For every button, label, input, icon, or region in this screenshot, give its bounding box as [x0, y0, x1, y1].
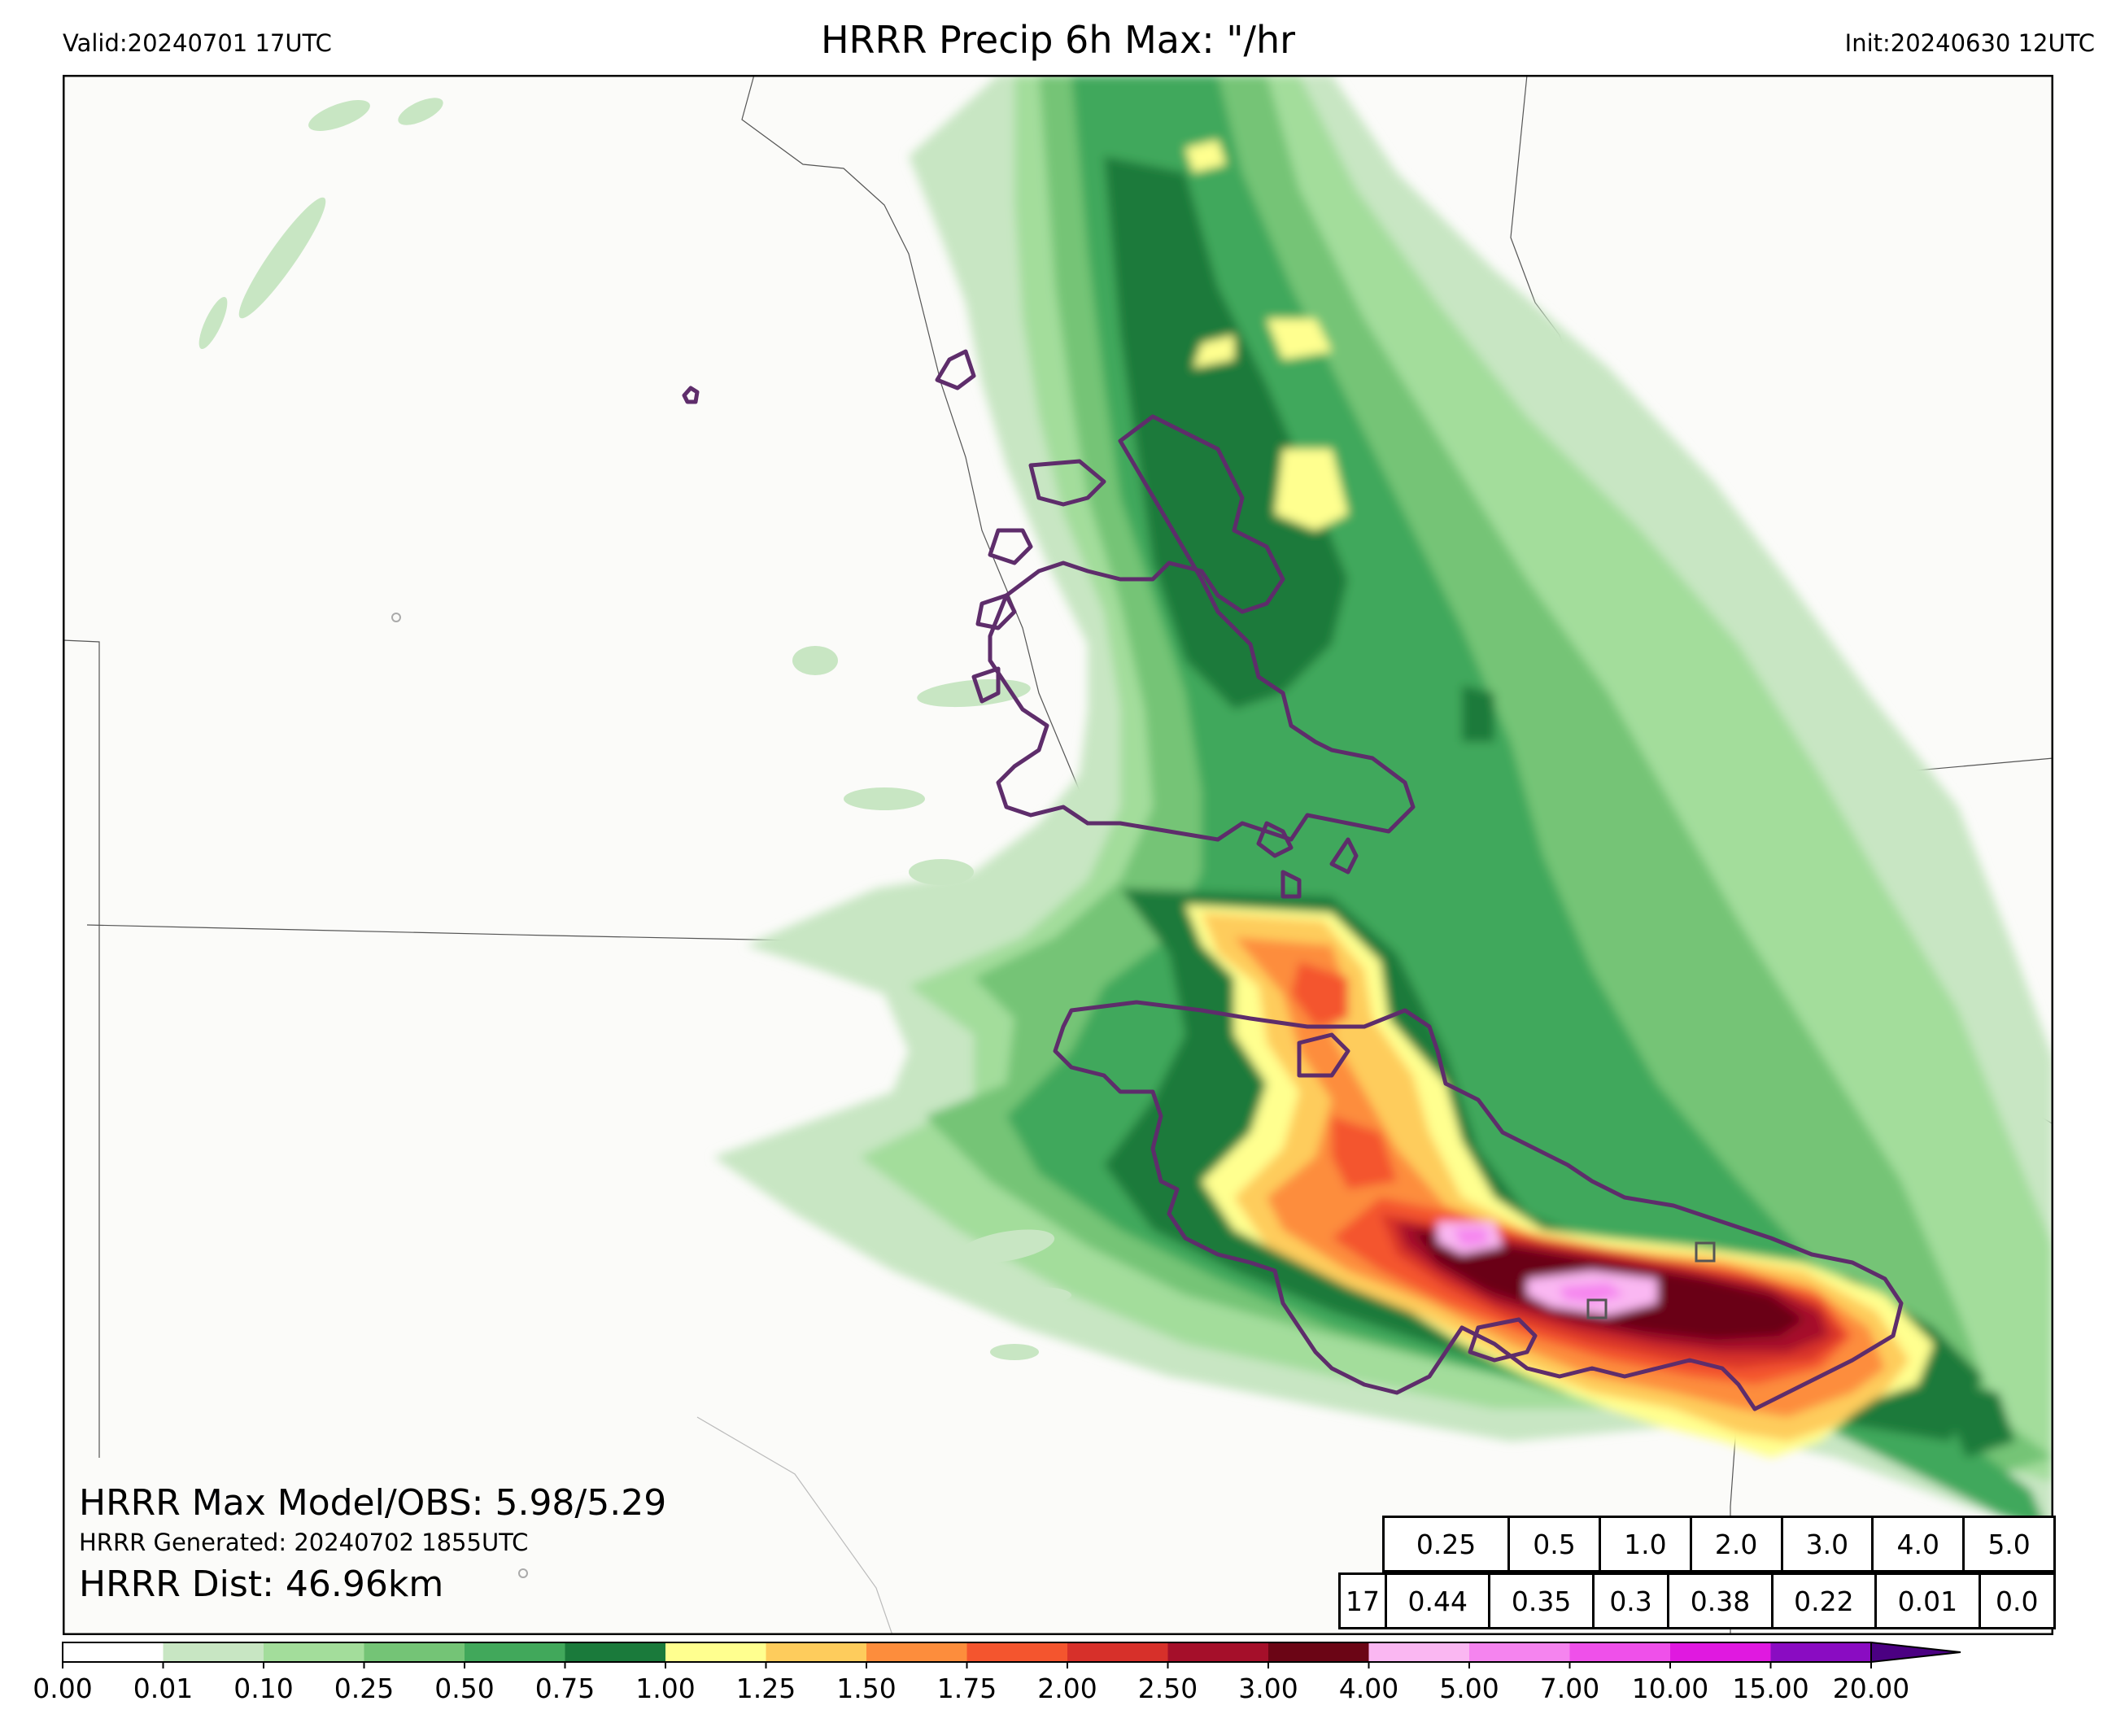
- colorbar-swatch: [1670, 1642, 1771, 1662]
- colorbar-tick-label: 0.10: [233, 1673, 293, 1704]
- prob-value-row: 17 0.44 0.35 0.3 0.38 0.22 0.01 0.0: [1338, 1572, 2057, 1629]
- colorbar-tick-label: 3.00: [1238, 1673, 1298, 1704]
- threshold-cell: 5.0: [1962, 1516, 2056, 1572]
- station-marker-b: [1695, 1241, 1716, 1263]
- init-time-label: Init:20240630 12UTC: [1844, 29, 2095, 57]
- distance-label: HRRR Dist: 46.96km: [79, 1564, 444, 1605]
- threshold-cell: 2.0: [1689, 1516, 1783, 1572]
- valid-time-label: Valid:20240701 17UTC: [63, 29, 332, 57]
- colorbar-swatch: [1067, 1642, 1168, 1662]
- colorbar-swatch: [665, 1642, 766, 1662]
- colorbar-tick-label: 1.00: [635, 1673, 695, 1704]
- colorbar-swatch: [1770, 1642, 1872, 1662]
- threshold-cell: 1.0: [1598, 1516, 1692, 1572]
- colorbar-extend-arrow: [1870, 1641, 1961, 1664]
- colorbar-tick-label: 0.50: [434, 1673, 494, 1704]
- hour-cell: 17: [1338, 1572, 1387, 1629]
- prob-threshold-row: 0.25 0.5 1.0 2.0 3.0 4.0 5.0: [1381, 1516, 2056, 1572]
- colorbar-tick-label: 5.00: [1439, 1673, 1499, 1704]
- threshold-cell: 4.0: [1871, 1516, 1965, 1572]
- map-title: HRRR Precip 6h Max: "/hr: [820, 18, 1296, 62]
- prob-value-cell: 0.3: [1591, 1572, 1670, 1629]
- colorbar-tick-label: 1.75: [937, 1673, 997, 1704]
- station-markers: [391, 613, 1716, 1578]
- colorbar-swatch: [1469, 1642, 1570, 1662]
- colorbar-swatch: [766, 1642, 867, 1662]
- colorbar-tick-label: 2.00: [1037, 1673, 1097, 1704]
- colorbar-tick-label: 1.25: [736, 1673, 796, 1704]
- colorbar-tick-label: 15.00: [1732, 1673, 1808, 1704]
- threshold-cell: 3.0: [1780, 1516, 1874, 1572]
- station-marker-a: [1586, 1298, 1608, 1319]
- prob-value-cell: 0.01: [1874, 1572, 1981, 1629]
- prob-value-cell: 0.35: [1488, 1572, 1595, 1629]
- prob-value-cell: 0.38: [1667, 1572, 1774, 1629]
- precip-band-5.00: [1454, 1228, 1625, 1303]
- max-model-obs-label: HRRR Max Model/OBS: 5.98/5.29: [79, 1482, 667, 1524]
- colorbar-tick-label: 10.00: [1632, 1673, 1708, 1704]
- colorbar: 0.00 0.01 0.10 0.25 0.50 0.75 1.00 1.25 1.50 1.75…: [33, 1641, 1961, 1704]
- stats-panel: HRRR Max Model/OBS: 5.98/5.29 HRRR Gener…: [79, 1481, 666, 1607]
- colorbar-swatch: [364, 1642, 465, 1662]
- colorbar-swatch: [63, 1642, 164, 1662]
- colorbar-swatch: [1268, 1642, 1369, 1662]
- prob-value-cell: 0.0: [1978, 1572, 2057, 1629]
- map-frame: [63, 75, 2053, 1635]
- prob-value-cell: 0.22: [1770, 1572, 1878, 1629]
- colorbar-tick-label: 0.75: [535, 1673, 595, 1704]
- threshold-cell: 0.5: [1507, 1516, 1601, 1572]
- colorbar-tick-label: 2.50: [1138, 1673, 1198, 1704]
- colorbar-swatch: [966, 1642, 1068, 1662]
- colorbar-swatch: [866, 1642, 967, 1662]
- colorbar-swatch: [565, 1642, 666, 1662]
- colorbar-swatch: [163, 1642, 264, 1662]
- generated-time-label: HRRR Generated: 20240702 1855UTC: [79, 1529, 529, 1556]
- colorbar-tick-label: 0.00: [33, 1673, 92, 1704]
- precipitation-map[interactable]: [63, 75, 2053, 1635]
- threshold-cell: 0.25: [1381, 1516, 1511, 1572]
- colorbar-tick-label: 1.50: [836, 1673, 896, 1704]
- colorbar-swatches: [62, 1641, 1961, 1664]
- light-precip-patches: [199, 98, 1071, 1360]
- colorbar-tick-label: 20.00: [1833, 1673, 1909, 1704]
- colorbar-tick-label: 0.25: [334, 1673, 394, 1704]
- colorbar-tick-labels: 0.00 0.01 0.10 0.25 0.50 0.75 1.00 1.25 1.50 1.75…: [33, 1662, 1909, 1704]
- colorbar-swatch: [264, 1642, 364, 1662]
- colorbar-swatch: [465, 1642, 565, 1662]
- colorbar-swatch: [1569, 1642, 1671, 1662]
- prob-value-cell: 0.44: [1384, 1572, 1491, 1629]
- colorbar-tick-label: 7.00: [1540, 1673, 1599, 1704]
- colorbar-tick-label: 0.01: [133, 1673, 193, 1704]
- colorbar-swatch: [1167, 1642, 1269, 1662]
- obs-precip-contour: [682, 349, 1904, 1411]
- colorbar-tick-label: 4.00: [1339, 1673, 1398, 1704]
- colorbar-swatch: [1368, 1642, 1470, 1662]
